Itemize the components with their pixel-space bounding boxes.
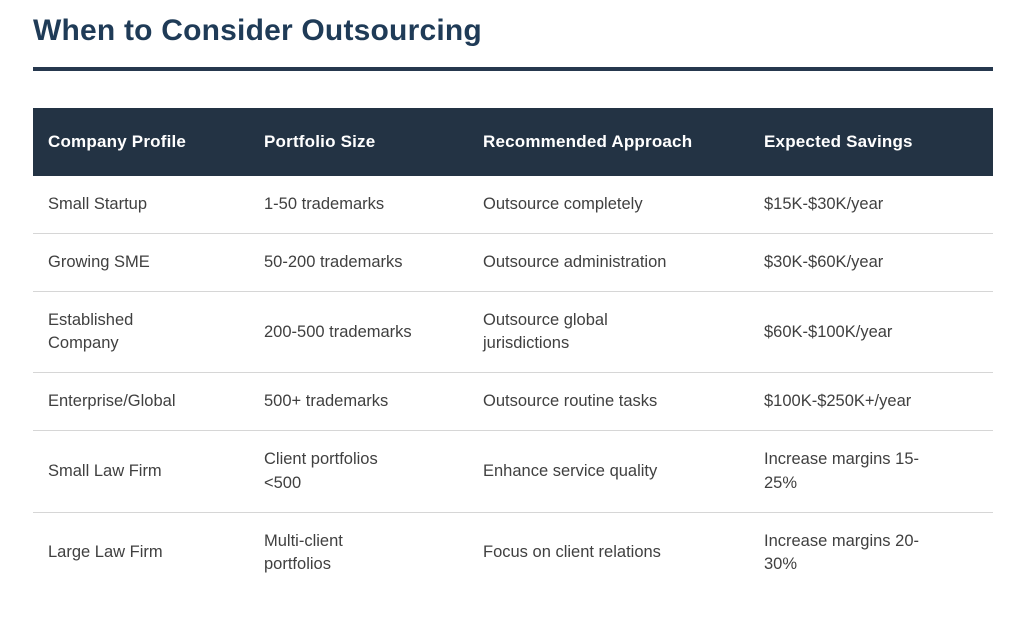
table-header-row: Company Profile Portfolio Size Recommend… (33, 108, 993, 176)
table-row: Large Law Firm Multi-client portfolios F… (33, 511, 993, 593)
cell-company-profile: Established Company (33, 291, 249, 373)
column-header-portfolio-size: Portfolio Size (249, 108, 468, 176)
cell-recommended-approach: Outsource routine tasks (468, 372, 749, 431)
page-title: When to Consider Outsourcing (33, 14, 482, 47)
cell-recommended-approach: Focus on client relations (468, 511, 749, 593)
cell-recommended-approach: Outsource global jurisdictions (468, 291, 749, 373)
cell-portfolio-size: 500+ trademarks (249, 372, 468, 431)
cell-company-profile: Large Law Firm (33, 511, 249, 593)
cell-recommended-approach: Outsource administration (468, 233, 749, 292)
cell-recommended-approach: Enhance service quality (468, 430, 749, 513)
cell-portfolio-size: Client portfolios <500 (249, 430, 468, 513)
column-header-company-profile: Company Profile (33, 108, 249, 176)
table-row: Growing SME 50-200 trademarks Outsource … (33, 233, 993, 292)
column-header-expected-savings: Expected Savings (749, 108, 993, 176)
cell-expected-savings: Increase margins 15- 25% (749, 430, 993, 513)
cell-company-profile: Small Startup (48, 195, 148, 213)
table-row: Enterprise/Global 500+ trademarks Outsou… (33, 372, 993, 431)
title-underline (33, 67, 993, 71)
table-row: Small Law Firm Client portfolios <500 En… (33, 430, 993, 513)
column-header-recommended-approach: Recommended Approach (468, 108, 749, 176)
cell-company-profile: Small Law Firm (33, 430, 249, 513)
cell-recommended-approach: Outsource completely (483, 195, 643, 213)
cell-expected-savings: $15K-$30K/year (764, 195, 884, 213)
cell-expected-savings: $30K-$60K/year (749, 233, 993, 292)
cell-expected-savings: $60K-$100K/year (749, 291, 993, 373)
table-row: Small Startup 1-50 trademarks Outsource … (33, 176, 993, 234)
outsourcing-table: Company Profile Portfolio Size Recommend… (33, 108, 993, 593)
cell-portfolio-size: 50-200 trademarks (249, 233, 468, 292)
cell-company-profile: Growing SME (33, 233, 249, 292)
table-row: Established Company 200-500 trademarks O… (33, 291, 993, 373)
cell-portfolio-size: Multi-client portfolios (249, 511, 468, 593)
cell-portfolio-size: 200-500 trademarks (249, 291, 468, 373)
cell-company-profile: Enterprise/Global (33, 372, 249, 431)
cell-expected-savings: $100K-$250K+/year (749, 372, 993, 431)
cell-expected-savings: Increase margins 20- 30% (749, 511, 993, 593)
cell-portfolio-size: 1-50 trademarks (264, 195, 385, 213)
